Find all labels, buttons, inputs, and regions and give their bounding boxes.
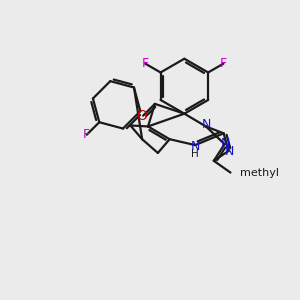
Text: N: N bbox=[221, 136, 230, 150]
Text: methyl: methyl bbox=[240, 168, 279, 178]
Text: O: O bbox=[137, 109, 148, 123]
Text: N: N bbox=[201, 118, 211, 131]
Text: F: F bbox=[220, 57, 227, 70]
Text: N: N bbox=[225, 146, 234, 158]
Text: F: F bbox=[142, 57, 149, 70]
Text: N: N bbox=[190, 140, 200, 153]
Text: H: H bbox=[191, 149, 199, 159]
Text: F: F bbox=[83, 128, 90, 141]
